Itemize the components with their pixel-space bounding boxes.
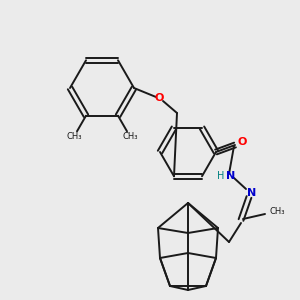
Text: CH₃: CH₃ (122, 132, 138, 141)
Text: O: O (237, 137, 247, 147)
Text: CH₃: CH₃ (66, 132, 82, 141)
Text: H: H (217, 171, 225, 181)
Text: CH₃: CH₃ (269, 208, 285, 217)
Text: N: N (226, 171, 236, 181)
Text: N: N (248, 188, 256, 198)
Text: O: O (154, 93, 164, 103)
